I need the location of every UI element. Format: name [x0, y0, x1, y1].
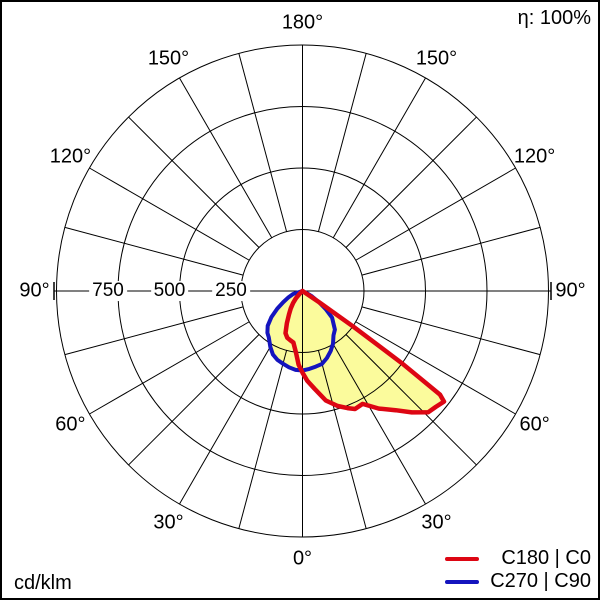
legend-label-c270-c90: C270 | C90 — [490, 570, 591, 592]
radial-label-250: 250 — [212, 281, 250, 301]
grid-ray-315 — [128, 116, 260, 248]
grid-ray-135 — [345, 334, 477, 466]
efficiency-label: η: 100% — [517, 7, 591, 29]
grid-ray-210 — [179, 344, 273, 505]
grid-ray-165 — [317, 350, 367, 529]
series-curve-1 — [283, 288, 447, 415]
legend: C180 | C0 C270 | C90 — [445, 547, 591, 593]
grid-ray-150 — [332, 344, 426, 505]
grid-ray-15 — [317, 53, 367, 232]
angle-label-330: 150° — [147, 47, 190, 70]
angle-label-0: 180° — [281, 11, 324, 34]
angle-label-120: 60° — [519, 413, 550, 436]
legend-label-c180-c0: C180 | C0 — [501, 547, 591, 569]
grid-ray-225 — [128, 334, 260, 466]
series-fill-1 — [285, 291, 444, 413]
unit-label: cd/klm — [14, 572, 72, 594]
grid-ray-240 — [89, 321, 250, 415]
angle-label-270: 90° — [19, 279, 50, 302]
angle-label-60: 120° — [513, 145, 556, 168]
radial-label-750: 750 — [89, 281, 127, 301]
legend-line-blue — [445, 579, 479, 584]
angle-label-240: 60° — [55, 413, 86, 436]
angle-label-90: 90° — [555, 279, 586, 302]
grid-ray-255 — [64, 306, 244, 356]
grid-ray-30 — [332, 77, 426, 238]
grid-ray-60 — [355, 167, 516, 261]
grid-ray-285 — [64, 226, 244, 276]
grid-ray-120 — [355, 321, 516, 415]
angle-label-210: 30° — [153, 511, 184, 534]
legend-item-c270-c90: C270 | C90 — [445, 570, 591, 593]
angle-label-300: 120° — [49, 145, 92, 168]
grid-ray-75 — [361, 226, 541, 276]
angle-label-180: 0° — [292, 547, 313, 570]
radial-label-500: 500 — [150, 281, 189, 301]
angle-label-150: 30° — [421, 511, 452, 534]
angle-label-30: 150° — [415, 47, 458, 70]
grid-ray-345 — [238, 53, 288, 232]
grid-ray-330 — [179, 77, 273, 238]
grid-ray-45 — [345, 116, 477, 248]
grid-ray-300 — [89, 167, 250, 261]
legend-line-red — [445, 556, 479, 561]
legend-item-c180-c0: C180 | C0 — [445, 547, 591, 570]
grid-ray-105 — [361, 306, 541, 356]
grid-ray-195 — [238, 350, 288, 529]
